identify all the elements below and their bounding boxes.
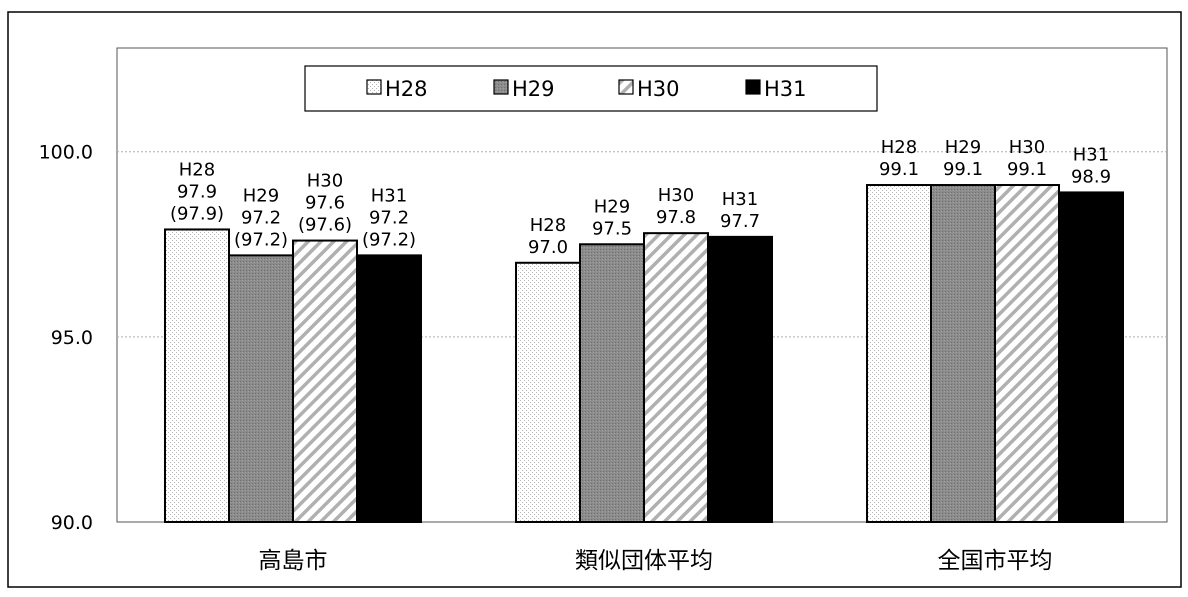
data-label: (97.2) (362, 229, 416, 250)
bar (228, 254, 294, 523)
x-category-label: 高島市 (259, 548, 328, 574)
data-label: 99.1 (943, 159, 983, 180)
data-label: 97.6 (305, 193, 345, 214)
bar (356, 254, 422, 523)
data-label: 97.0 (528, 237, 568, 258)
data-label: (97.9) (170, 203, 224, 224)
data-label: H29 (243, 185, 279, 206)
legend-label: H28 (385, 77, 428, 101)
bar (164, 228, 230, 523)
legend-label: H29 (512, 77, 555, 101)
data-label: H31 (722, 189, 758, 210)
legend-label: H30 (637, 77, 680, 101)
bar (994, 184, 1060, 523)
bar (866, 184, 932, 523)
data-label: (97.6) (298, 215, 352, 236)
legend-box (304, 65, 878, 112)
data-label: 97.2 (369, 207, 409, 228)
data-label: H28 (179, 159, 215, 180)
bar (1058, 191, 1124, 523)
legend-swatch (745, 79, 761, 95)
y-tick-label: 100.0 (39, 142, 93, 164)
data-label: 97.8 (656, 207, 696, 228)
legend-swatch (618, 79, 634, 95)
data-label: H29 (945, 137, 981, 158)
bar (643, 232, 709, 523)
data-label: H30 (307, 171, 343, 192)
legend-label: H31 (764, 77, 807, 101)
bar (707, 235, 773, 523)
data-label: 97.7 (720, 211, 760, 232)
data-label: 97.9 (177, 181, 217, 202)
data-label: H28 (530, 215, 566, 236)
legend: H28 H29 H30 H31 (304, 65, 878, 112)
bar (930, 184, 996, 523)
data-label: H30 (658, 185, 694, 206)
data-label: 97.2 (241, 207, 281, 228)
data-label: H28 (881, 137, 917, 158)
data-label: 98.9 (1071, 166, 1111, 187)
bar (515, 261, 581, 523)
data-label: 99.1 (879, 159, 919, 180)
data-label: (97.2) (234, 229, 288, 250)
data-label: H30 (1009, 137, 1045, 158)
x-category-label: 全国市平均 (938, 548, 1053, 574)
x-category-label: 類似団体平均 (575, 548, 713, 574)
y-tick-label: 95.0 (51, 327, 93, 349)
data-label: 99.1 (1007, 159, 1047, 180)
bar (292, 239, 358, 523)
data-label: H29 (594, 196, 630, 217)
legend-swatch (366, 79, 382, 95)
bar (579, 243, 645, 523)
data-label: 97.5 (592, 218, 632, 239)
legend-swatch (493, 79, 509, 95)
data-label: H31 (371, 185, 407, 206)
y-tick-label: 90.0 (51, 512, 93, 534)
data-label: H31 (1073, 144, 1109, 165)
